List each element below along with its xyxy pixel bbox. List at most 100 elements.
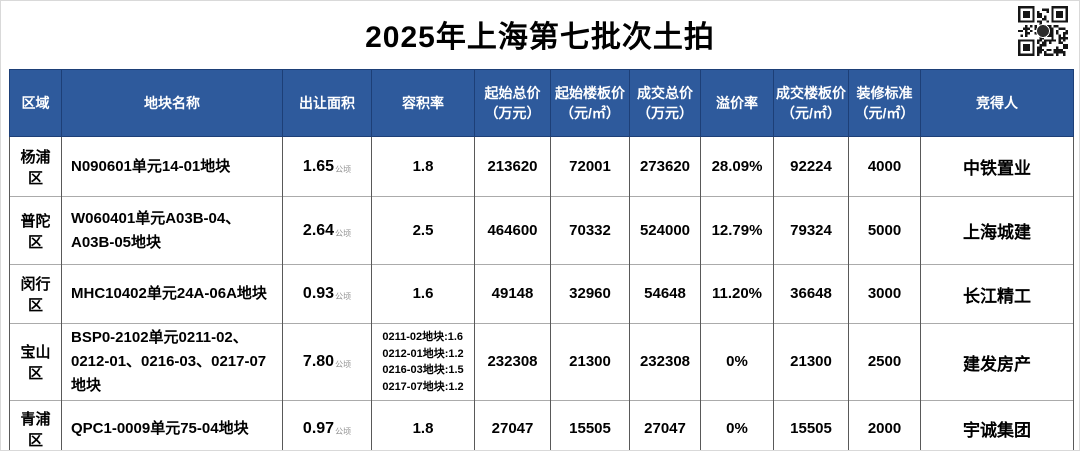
table-row: 普陀区 W060401单元A03B-04、A03B-05地块 2.64公顷 2.…	[9, 196, 1074, 265]
premium-rate-cell: 0%	[700, 323, 774, 401]
deal-floor-price-value: 15505	[790, 419, 832, 437]
far-value: 2.5	[412, 221, 434, 239]
premium-rate-value: 0%	[726, 353, 748, 370]
qr-module	[1056, 51, 1059, 54]
premium-rate-value: 11.20%	[711, 285, 763, 302]
winner-cell: 建发房产	[920, 323, 1074, 401]
start-floor-price-cell: 72001	[550, 136, 630, 197]
col-start-total: 起始总价 （万元）	[474, 69, 551, 137]
plot-name-cell: MHC10402单元24A-06A地块	[61, 264, 283, 324]
qr-module	[1051, 36, 1054, 40]
start-floor-price-value: 15505	[569, 419, 611, 437]
col-area: 出让面积	[282, 69, 372, 137]
page-title: 2025年上海第七批次土拍	[365, 21, 715, 54]
table-header: 区域 地块名称 出让面积 容积率 起始总价 （万元） 起始楼板价 （元/㎡） 成交总价 （万…	[9, 69, 1074, 137]
qr-module	[1037, 15, 1040, 18]
area-cell: 0.97公顷	[282, 400, 372, 450]
premium-rate-value: 28.09%	[711, 157, 763, 175]
qr-module	[1018, 29, 1021, 33]
qr-module	[1060, 41, 1064, 45]
plot-name-label: BSP0-2102单元0211-02、0212-01、0216-03、0217-…	[71, 329, 267, 394]
deal-floor-price-value: 79324	[790, 221, 832, 239]
deal-floor-price-value: 21300	[790, 353, 832, 370]
qr-module	[1041, 8, 1045, 11]
qr-module	[1058, 36, 1061, 40]
winner-cell: 宇诚集团	[920, 400, 1074, 450]
deal-floor-price-value: 36648	[790, 285, 832, 302]
qr-module	[1065, 29, 1068, 33]
premium-rate-cell: 28.09%	[700, 136, 774, 197]
far-line: 0217-07地块:1.2	[382, 380, 464, 393]
qr-module	[1041, 48, 1045, 52]
start-total-value: 49148	[491, 285, 534, 302]
qr-module	[1060, 51, 1064, 54]
deal-floor-price-cell: 36648	[773, 264, 849, 324]
region-cell: 闵行区	[9, 264, 62, 324]
qr-module	[1037, 51, 1040, 54]
qr-module	[1037, 20, 1040, 23]
winner-cell: 长江精工	[920, 264, 1074, 324]
table-body: 杨浦区 N090601单元14-01地块 1.65公顷 1.8 213620 7…	[9, 136, 1074, 450]
qr-module	[1056, 46, 1059, 49]
start-total-value: 213620	[487, 157, 538, 175]
area-unit-label: 公顷	[335, 360, 352, 369]
deal-total-cell: 273620	[629, 136, 701, 197]
qr-module	[1051, 29, 1054, 33]
deal-total-cell: 27047	[629, 400, 701, 450]
qr-module	[1041, 17, 1045, 21]
decoration-standard-cell: 3000	[848, 264, 921, 324]
qr-module	[1060, 27, 1064, 30]
start-total-cell: 27047	[474, 400, 551, 450]
qr-module	[1044, 53, 1047, 56]
area-value: 0.97	[302, 419, 335, 437]
qr-module	[1039, 36, 1042, 40]
start-total-cell: 213620	[474, 136, 551, 197]
far-value: 1.8	[412, 419, 434, 437]
qr-module	[1058, 27, 1061, 30]
far-value: 1.6	[412, 285, 434, 302]
decoration-standard-value: 3000	[867, 285, 902, 302]
start-total-cell: 49148	[474, 264, 551, 324]
qr-module	[1063, 34, 1066, 37]
qr-module	[1022, 44, 1030, 52]
qr-module	[1029, 29, 1033, 33]
qr-module	[1044, 15, 1047, 18]
qr-module	[1058, 51, 1061, 54]
deal-floor-price-cell: 21300	[773, 323, 849, 401]
start-floor-price-cell: 21300	[550, 323, 630, 401]
start-total-value: 464600	[487, 221, 538, 239]
qr-module	[1048, 53, 1052, 56]
qr-module	[1051, 32, 1054, 35]
start-floor-price-cell: 15505	[550, 400, 630, 450]
decoration-standard-cell: 2000	[848, 400, 921, 450]
far-cell: 1.8	[371, 400, 475, 450]
qr-module	[1037, 46, 1040, 49]
qr-module	[1056, 10, 1064, 18]
qr-module	[1053, 51, 1057, 54]
deal-total-cell: 232308	[629, 323, 701, 401]
decoration-standard-value: 2000	[867, 419, 902, 437]
qr-module	[1056, 32, 1059, 35]
qr-module	[1051, 27, 1054, 30]
area-value: 0.93	[302, 285, 335, 302]
qr-module	[1039, 15, 1042, 18]
qr-center-logo	[1036, 24, 1050, 38]
qr-module	[1025, 34, 1028, 37]
decoration-standard-cell: 4000	[848, 136, 921, 197]
start-floor-price-value: 21300	[569, 353, 611, 370]
qr-module	[1039, 48, 1042, 52]
qr-module	[1037, 41, 1040, 45]
col-far: 容积率	[371, 69, 475, 137]
qr-module	[1034, 32, 1038, 35]
region-cell: 杨浦区	[9, 136, 62, 197]
qr-module	[1039, 20, 1042, 23]
col-region: 区域	[9, 69, 62, 137]
col-decoration-standard: 装修标准 （元/㎡）	[848, 69, 921, 137]
qr-module	[1063, 51, 1066, 54]
table-row: 杨浦区 N090601单元14-01地块 1.65公顷 1.8 213620 7…	[9, 136, 1074, 197]
qr-module	[1048, 48, 1052, 52]
decoration-standard-value: 4000	[867, 157, 902, 175]
deal-total-cell: 524000	[629, 196, 701, 265]
deal-total-value: 232308	[639, 353, 691, 370]
qr-module	[1039, 44, 1042, 47]
